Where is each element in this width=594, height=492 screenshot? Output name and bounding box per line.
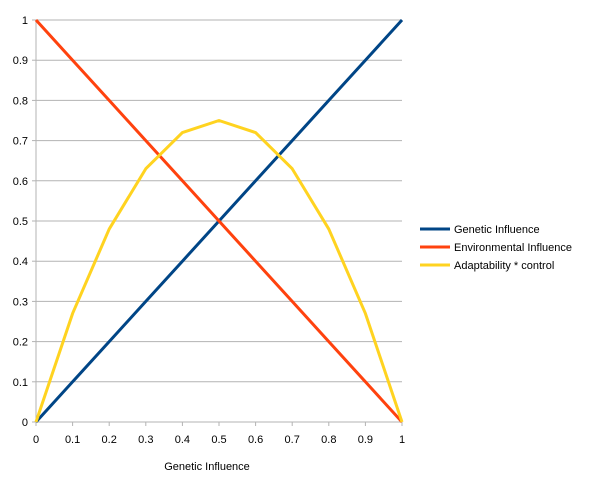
y-tick-label: 0.2 <box>13 337 28 349</box>
x-tick-label: 0.8 <box>321 434 336 446</box>
x-tick-label: 0.7 <box>285 434 300 446</box>
y-tick-label: 1 <box>22 15 28 27</box>
legend-label: Genetic Influence <box>454 224 540 236</box>
y-tick-label: 0.4 <box>13 256 28 268</box>
y-tick-label: 0.5 <box>13 216 28 228</box>
x-axis-title: Genetic Influence <box>164 461 250 473</box>
y-tick-label: 0.6 <box>13 176 28 188</box>
y-tick-label: 0.1 <box>13 377 28 389</box>
x-tick-label: 0.1 <box>65 434 80 446</box>
y-tick-label: 0.9 <box>13 55 28 67</box>
legend-label: Environmental Influence <box>454 242 572 254</box>
y-tick-label: 0.3 <box>13 296 28 308</box>
axis-layer <box>32 19 403 426</box>
x-tick-label: 0.3 <box>138 434 153 446</box>
tick-label-layer: 0 0.1 0.2 0.3 0.4 0.5 0.6 0.7 0.8 0.9 1 0 0.1 0.2 0.3 0… <box>13 15 405 446</box>
series-line-environmental-influence <box>34 18 404 424</box>
y-tick-label: 0.7 <box>13 136 28 148</box>
x-tick-label: 0.6 <box>248 434 263 446</box>
legend: Genetic Influence Environmental Influence… <box>420 224 572 272</box>
series-layer <box>34 18 404 424</box>
y-tick-label: 0.8 <box>13 95 28 107</box>
legend-label: Adaptability * control <box>454 260 554 272</box>
x-tick-label: 0.4 <box>175 434 190 446</box>
x-tick-label: 0.5 <box>211 434 226 446</box>
x-tick-label: 0.9 <box>358 434 373 446</box>
x-tick-label: 0.2 <box>102 434 117 446</box>
series-line-adaptability-control <box>34 119 404 423</box>
x-tick-label: 0 <box>33 434 39 446</box>
x-tick-label: 1 <box>399 434 405 446</box>
y-tick-label: 0 <box>22 417 28 429</box>
